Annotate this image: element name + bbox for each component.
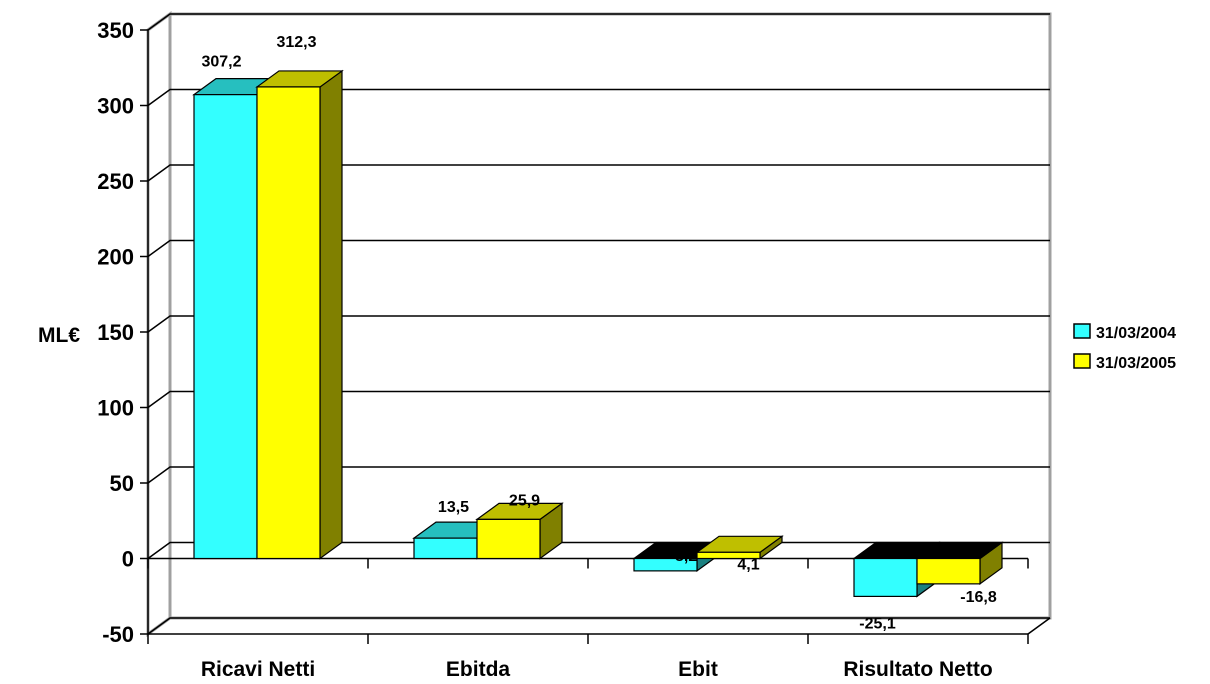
legend-swatch	[1073, 353, 1091, 369]
gridline	[147, 390, 1050, 409]
bars	[192, 69, 1004, 598]
bar-front	[193, 94, 258, 560]
y-tick-label: 0	[122, 547, 134, 572]
bar	[695, 535, 784, 560]
gridline	[147, 617, 1050, 635]
gridline	[147, 13, 1050, 31]
bar-front	[696, 551, 761, 560]
data-label: 312,3	[276, 34, 316, 51]
legend-swatch	[1073, 323, 1091, 339]
data-label: -8,2	[670, 548, 698, 565]
bar-side	[319, 69, 343, 560]
y-tick-label: 150	[97, 320, 134, 345]
bar-front	[256, 86, 321, 560]
legend-box	[1070, 318, 1210, 382]
bar	[915, 541, 1004, 586]
legend-label: 31/03/2005	[1096, 355, 1176, 372]
category-label: Ricavi Netti	[201, 658, 315, 681]
category-label: Risultato Netto	[843, 658, 992, 681]
y-tick-label: 100	[97, 396, 134, 421]
data-label: -25,1	[859, 615, 896, 632]
y-tick-label: -50	[102, 622, 134, 647]
y-tick-label: 200	[97, 245, 134, 270]
bar-front	[476, 518, 541, 560]
y-tick-labels: 350 300 250 200 150 100 50 0 -50	[97, 18, 134, 647]
gridline	[147, 315, 1050, 333]
bar-front	[916, 557, 981, 585]
data-label: -16,8	[960, 589, 997, 606]
x-axis-depth	[1027, 617, 1051, 635]
legend-label: 31/03/2004	[1096, 325, 1176, 342]
bar-front	[853, 557, 918, 598]
gridline	[147, 164, 1050, 182]
bar-front	[413, 537, 478, 560]
category-labels: Ricavi Netti Ebitda Ebit Risultato Netto	[201, 658, 993, 681]
data-label: 307,2	[201, 54, 241, 71]
y-tick-label: 350	[97, 18, 134, 43]
data-labels: 307,2 312,3 13,5 25,9 -8,2 4,1 -25,1 -16,8	[201, 34, 996, 632]
bar-front	[633, 557, 698, 572]
gridline	[147, 88, 1050, 107]
category-label: Ebitda	[446, 658, 510, 681]
y-axis-label: ML€	[38, 324, 80, 347]
gridline	[147, 239, 1050, 258]
bar	[255, 69, 344, 560]
gridline	[147, 466, 1050, 484]
y-tick-label: 50	[110, 471, 134, 496]
y-tick-label: 250	[97, 169, 134, 194]
y-tick-label: 300	[97, 94, 134, 119]
data-label: 25,9	[509, 492, 540, 509]
bar	[475, 502, 564, 560]
data-label: 13,5	[438, 499, 469, 516]
category-label: Ebit	[678, 658, 718, 681]
legend: 31/03/2004 31/03/2005	[1070, 318, 1210, 382]
data-label: 4,1	[737, 556, 759, 573]
